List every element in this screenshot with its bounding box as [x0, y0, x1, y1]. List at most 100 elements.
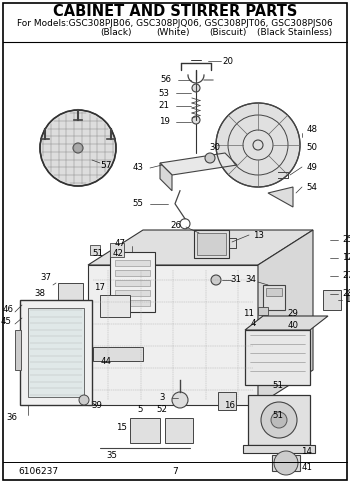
Text: 53: 53: [159, 88, 169, 98]
Text: 56: 56: [161, 75, 172, 85]
Circle shape: [216, 103, 300, 187]
Bar: [15, 330, 21, 370]
Text: 48: 48: [307, 126, 317, 134]
Bar: [115, 280, 150, 286]
Circle shape: [172, 392, 188, 408]
Bar: [194, 230, 229, 258]
Polygon shape: [88, 230, 313, 265]
Text: 12: 12: [343, 254, 350, 262]
Text: 44: 44: [100, 356, 112, 366]
Circle shape: [271, 412, 287, 428]
Text: 13: 13: [253, 230, 265, 240]
Circle shape: [192, 116, 200, 124]
Text: 30: 30: [210, 143, 221, 153]
Circle shape: [274, 451, 298, 475]
Circle shape: [261, 402, 297, 438]
Text: 11: 11: [244, 309, 254, 317]
Text: 40: 40: [287, 321, 299, 329]
Text: 17: 17: [94, 283, 105, 292]
Bar: [258, 307, 268, 315]
Bar: [323, 290, 341, 310]
Text: 20: 20: [223, 57, 233, 66]
Bar: [248, 395, 310, 445]
Text: 7: 7: [172, 468, 178, 477]
Bar: [20, 300, 92, 405]
Text: 37: 37: [41, 272, 51, 282]
Bar: [115, 260, 150, 266]
Text: 47: 47: [114, 240, 126, 248]
Polygon shape: [245, 316, 328, 330]
Bar: [88, 265, 258, 405]
Text: 6106237: 6106237: [18, 468, 58, 477]
Text: 34: 34: [245, 275, 257, 284]
Text: 51: 51: [273, 381, 284, 389]
Text: 54: 54: [307, 183, 317, 191]
Text: 49: 49: [307, 162, 317, 171]
Polygon shape: [258, 230, 313, 405]
Bar: [110, 243, 124, 257]
Bar: [90, 245, 100, 255]
Text: 29: 29: [288, 309, 299, 317]
Bar: [197, 233, 226, 255]
Text: 57: 57: [100, 161, 112, 170]
Text: 52: 52: [156, 406, 168, 414]
Text: 46: 46: [2, 306, 14, 314]
Text: (Black Stainless): (Black Stainless): [258, 28, 332, 38]
Bar: [100, 295, 130, 317]
Text: 26: 26: [170, 221, 182, 229]
Circle shape: [205, 153, 215, 163]
Text: 1: 1: [345, 296, 350, 304]
Bar: [263, 285, 285, 310]
Circle shape: [211, 275, 221, 285]
Text: 51: 51: [273, 411, 284, 420]
Bar: [165, 418, 193, 443]
Text: 5: 5: [137, 406, 143, 414]
Text: 39: 39: [92, 400, 103, 410]
Bar: [245, 330, 310, 385]
Text: 51: 51: [92, 248, 104, 257]
Text: 27: 27: [343, 271, 350, 281]
Bar: [130, 418, 160, 443]
Bar: [115, 290, 150, 296]
Text: 15: 15: [117, 424, 127, 432]
Circle shape: [40, 110, 116, 186]
Text: 35: 35: [106, 452, 118, 460]
Text: 19: 19: [159, 117, 169, 127]
Circle shape: [79, 395, 89, 405]
Text: 21: 21: [159, 101, 169, 111]
Bar: [93, 347, 143, 361]
Text: 50: 50: [307, 142, 317, 152]
Text: (Black): (Black): [100, 28, 132, 38]
Text: 38: 38: [35, 288, 46, 298]
Polygon shape: [243, 445, 315, 453]
Polygon shape: [160, 163, 172, 191]
Text: 42: 42: [112, 248, 124, 257]
Text: 4: 4: [250, 318, 256, 327]
Bar: [110, 252, 155, 312]
Polygon shape: [268, 187, 293, 207]
Circle shape: [73, 143, 83, 153]
Bar: [218, 392, 236, 410]
Text: 55: 55: [133, 199, 144, 208]
Bar: [115, 300, 150, 306]
Text: For Models:GSC308PJB06, GSC308PJQ06, GSC308PJT06, GSC308PJS06: For Models:GSC308PJB06, GSC308PJQ06, GSC…: [17, 18, 333, 28]
Text: 41: 41: [301, 463, 313, 471]
Bar: [272, 455, 300, 471]
Text: 3: 3: [159, 394, 165, 402]
Text: 25: 25: [343, 236, 350, 244]
Text: (White): (White): [156, 28, 190, 38]
Text: CABINET AND STIRRER PARTS: CABINET AND STIRRER PARTS: [53, 4, 297, 19]
Text: 45: 45: [0, 317, 12, 327]
Text: 28: 28: [343, 289, 350, 298]
Text: (Biscuit): (Biscuit): [209, 28, 247, 38]
Text: 16: 16: [224, 400, 236, 410]
Polygon shape: [160, 153, 237, 175]
Text: 31: 31: [231, 275, 241, 284]
Bar: [58, 283, 83, 303]
Text: 14: 14: [301, 448, 313, 456]
Bar: [115, 270, 150, 276]
Text: 43: 43: [133, 164, 144, 172]
Text: 36: 36: [7, 412, 18, 422]
Circle shape: [192, 84, 200, 92]
Bar: [266, 288, 282, 296]
